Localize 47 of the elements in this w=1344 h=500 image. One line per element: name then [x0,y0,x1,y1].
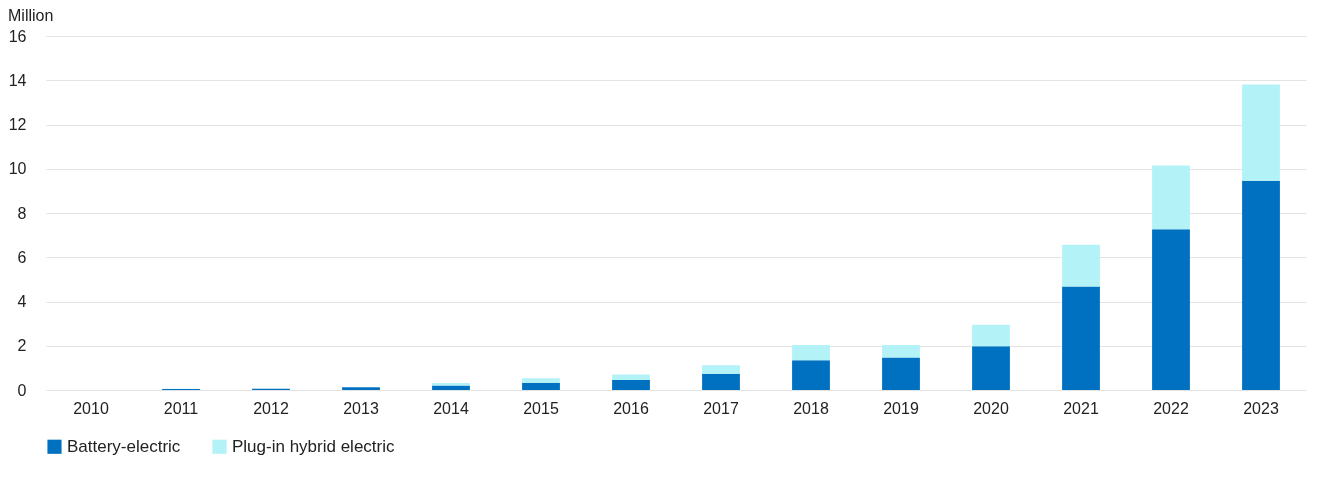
bar [612,380,650,390]
x-tick-label: 2022 [1153,399,1189,417]
x-tick-label: 2015 [523,399,559,417]
bar [432,385,470,390]
y-tick-label: 2 [17,337,27,355]
x-tick-label: 2020 [973,399,1009,417]
bar [522,382,560,390]
y-axis-title: Million [8,7,54,24]
legend-label: Plug-in hybrid electric [232,436,396,456]
bar [702,373,740,390]
y-tick-label: 12 [8,116,27,133]
x-tick-label: 2019 [883,399,919,417]
y-tick-label: 10 [8,160,27,178]
x-tick-label: 2013 [343,399,379,417]
bar [792,360,830,390]
x-tick-label: 2010 [73,399,109,417]
y-tick-label: 16 [8,27,27,45]
y-tick-label: 6 [17,248,27,266]
x-tick-label: 2014 [433,399,469,417]
bar [702,365,740,374]
bar [882,345,920,358]
bar [1152,229,1190,390]
bar [342,387,380,390]
x-tick-label: 2016 [613,399,649,417]
bar [792,345,830,361]
y-tick-label: 14 [8,71,27,89]
bar [972,324,1010,347]
x-tick-label: 2017 [703,399,739,417]
y-tick-label: 0 [17,381,27,399]
x-tick-label: 2021 [1063,399,1099,417]
bar [972,346,1010,390]
bar [1242,84,1280,181]
bar [1242,180,1280,390]
bar [432,382,470,386]
x-tick-label: 2012 [253,399,289,417]
bar [1062,244,1100,287]
bar [1152,165,1190,230]
y-tick-label: 8 [17,204,27,222]
x-tick-label: 2023 [1243,399,1279,417]
bar [522,378,560,383]
legend-label: Battery-electric [67,436,181,456]
bar [1062,286,1100,390]
x-tick-label: 2018 [793,399,829,417]
y-tick-label: 4 [17,293,27,310]
bar [612,374,650,381]
x-tick-label: 2011 [163,399,199,417]
bar [882,357,920,390]
